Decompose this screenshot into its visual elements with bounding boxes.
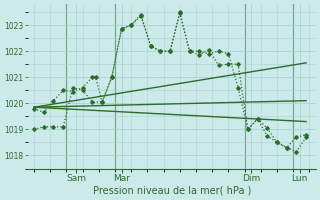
X-axis label: Pression niveau de la mer( hPa ): Pression niveau de la mer( hPa )	[92, 186, 251, 196]
